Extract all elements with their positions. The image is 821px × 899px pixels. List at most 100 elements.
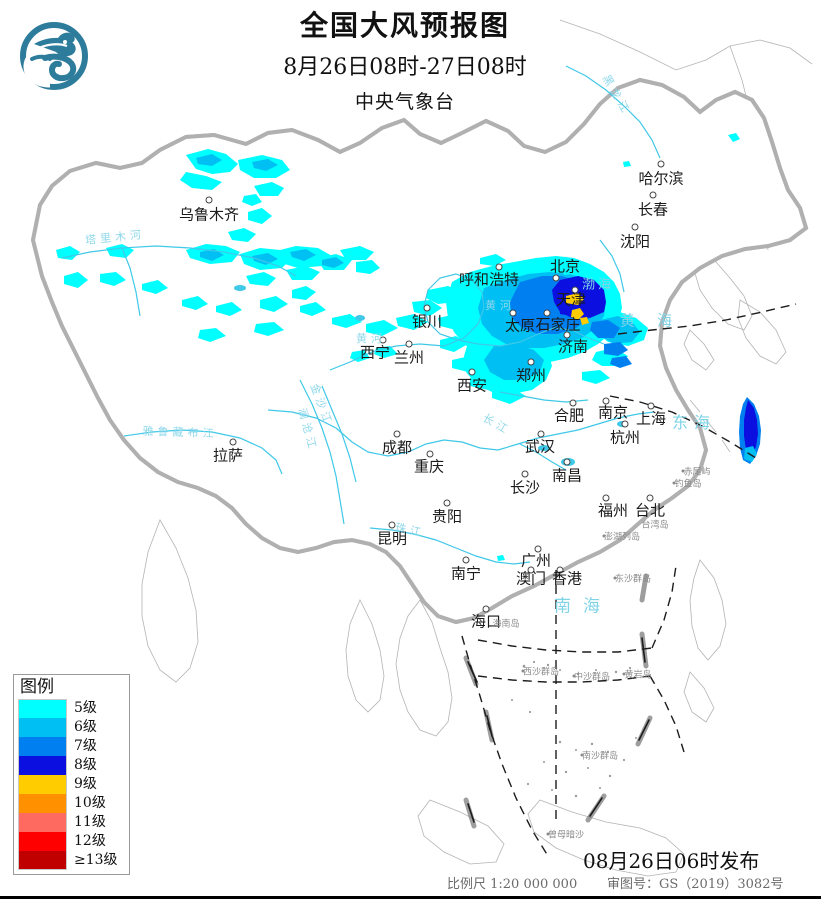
city-label: 福州 [597,501,629,520]
city-label: 重庆 [413,457,445,476]
scale-text: 比例尺 1:20 000 000 [447,877,578,892]
legend-row: 11级 [18,812,125,832]
legend: 图例 5级 6级 7级 8级 9级 10级 11级 12级 ≥13级 [13,674,130,875]
city-label: 广州 [520,551,552,570]
sea-label: 黄海 [619,311,695,330]
city-marker-dot [602,494,610,502]
legend-row: 12级 [18,831,125,851]
city-marker-dot [423,304,431,312]
city-label: 长春 [637,200,669,219]
city-label: 合肥 [553,406,585,425]
city-label: 兰州 [393,348,425,367]
island-label: 东沙群岛 [614,574,652,585]
city-label: 海口 [470,612,502,631]
city-marker-dot [657,160,665,168]
city-marker-dot [552,274,560,282]
city-marker-dot [527,358,535,366]
city-marker-dot [563,458,571,466]
wind-area-bohai-level9 [566,293,589,325]
city-marker-dot [543,309,551,317]
city-label: 西宁 [359,343,391,362]
legend-row: 5级 [18,698,125,718]
legend-row: ≥13级 [18,850,125,870]
island-label: 钓鱼岛 [674,479,702,490]
city-label: 武汉 [524,437,556,456]
south-china-sea-reefs [511,660,637,798]
island-marker-dot [572,674,576,678]
city-marker-dot [388,521,396,529]
legend-swatch [18,736,67,756]
legend-label: ≥13级 [74,851,118,868]
legend-row: 8级 [18,755,125,775]
sea-label: 南海 [554,596,612,617]
wind-area-misc-level5 [497,133,740,561]
city-marker-dot [462,556,470,564]
city-marker-dot [621,420,629,428]
island-marker-dot [672,481,676,485]
city-marker-dot [521,470,529,478]
island-label: 赤尾屿 [683,467,711,478]
city-marker-dot [534,545,542,553]
legend-label: 6级 [74,718,97,735]
city-label: 南京 [597,403,629,422]
city-label: 西安 [456,376,488,395]
city-label: 上海 [635,409,667,428]
legend-title: 图例 [20,677,54,697]
city-label: 昆明 [376,529,408,548]
legend-label: 12级 [74,832,106,849]
legend-row: 10级 [18,793,125,813]
city-label: 贵阳 [431,507,463,526]
city-marker-dot [556,566,564,574]
island-marker-dot [622,672,626,676]
island-marker-dot [546,832,550,836]
city-marker-dot [649,191,657,199]
legend-label: 5级 [74,699,97,716]
island-marker-dot [681,469,685,473]
city-marker-dot [509,309,517,317]
island-marker-dot [613,576,617,580]
river-label: 黄河 [485,299,515,312]
city-marker-dot [405,340,413,348]
page-title: 全国大风预报图 [299,9,510,42]
city-label: 澳门 [515,569,547,588]
city-marker-dot [379,336,387,344]
island-label: 黄岩岛 [624,670,652,681]
issue-time: 08月26日06时发布 [583,849,760,873]
city-label: 杭州 [609,428,641,447]
sea-label: 东海 [671,413,717,432]
neighbor-countries-outline [141,19,813,877]
legend-swatch [18,831,67,851]
city-marker-dot [537,430,545,438]
city-marker-dot [571,286,579,294]
island-marker-dot [521,669,525,673]
city-label: 呼和浩特 [458,270,520,289]
city-marker-dot [563,331,571,339]
city-label: 南昌 [551,466,583,485]
island-label: 澎湖列岛 [603,532,641,543]
island-label: 西沙群岛 [522,667,560,678]
legend-swatch [18,850,67,870]
city-label: 太原 [504,316,536,335]
city-label: 台北 [634,501,666,520]
city-label: 长沙 [509,478,541,497]
city-label: 成都 [381,438,413,457]
city-marker-dot [647,402,655,410]
city-label: 哈尔滨 [638,169,684,188]
legend-row: 9级 [18,774,125,794]
island-label: 南沙群岛 [581,751,619,762]
legend-swatch [18,774,67,794]
city-marker-dot [426,450,434,458]
legend-label: 7级 [74,737,97,754]
city-marker-dot [393,430,401,438]
island-label: 海南岛 [492,619,520,630]
river-label: 雅鲁藏布江 [142,424,218,441]
city-marker-dot [205,196,213,204]
china-national-boundary [30,77,809,625]
island-marker-dot [580,753,584,757]
wind-area-eastsea-level8 [744,400,758,456]
review-number: 审图号：GS（2019）3082号 [607,877,784,892]
island-label: 中沙群岛 [573,672,611,683]
river-label: 黄河 [356,332,386,345]
city-label: 济南 [557,337,589,356]
legend-rows: 5级 6级 7级 8级 9级 10级 11级 12级 ≥13级 [18,698,125,870]
